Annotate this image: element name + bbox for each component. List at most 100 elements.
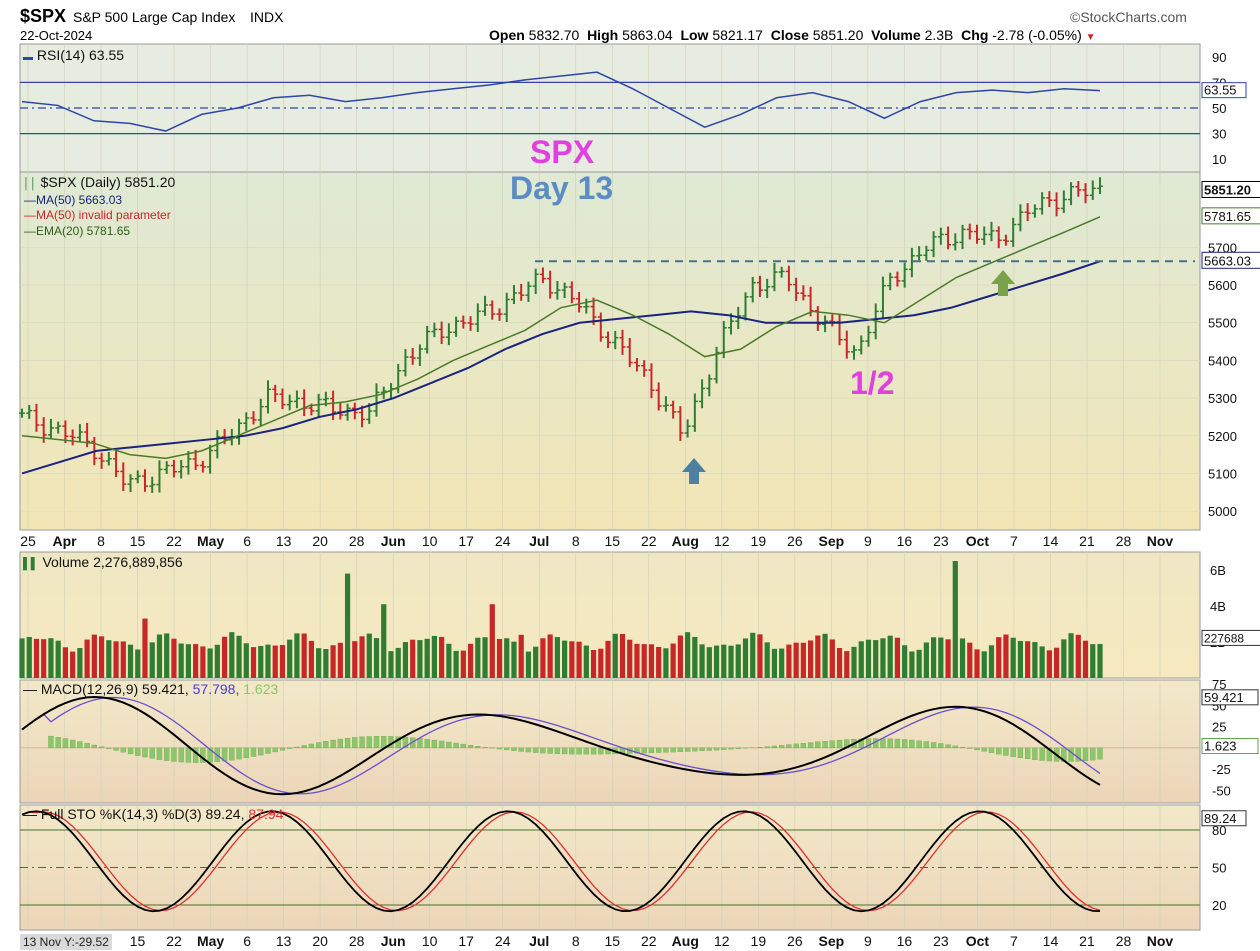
ema20-line	[21, 216, 1101, 460]
volume-bar	[1090, 644, 1096, 678]
volume-bar	[1082, 640, 1089, 678]
volume-bar	[721, 644, 727, 678]
volume-bar	[352, 641, 358, 678]
low-label: Low	[680, 27, 709, 43]
volume-bar	[641, 644, 647, 678]
volume-bar	[974, 649, 980, 678]
volume-bar	[221, 636, 228, 678]
up-arrow-icon	[991, 270, 1015, 296]
volume-bar	[525, 651, 532, 678]
volume-bar	[70, 651, 76, 678]
macd-hist-bar	[1068, 747, 1074, 762]
x-tick-label: 20	[312, 533, 328, 549]
rsi-icon: ▬	[23, 52, 33, 63]
volume-bar	[590, 650, 597, 678]
macd-hist-bar	[648, 747, 655, 754]
macd-hist-value: 1.623	[243, 681, 279, 697]
sto-value-box	[1201, 810, 1247, 827]
macd-hist-bar	[120, 747, 126, 753]
volume-bar	[1053, 647, 1060, 678]
volume-bar	[808, 640, 814, 678]
volume-bar	[887, 635, 893, 678]
macd-hist-bar	[1025, 747, 1031, 760]
macd-hist-bar	[438, 740, 445, 749]
macd-hist-bar	[294, 746, 300, 749]
x-tick-label: Jun	[381, 933, 406, 949]
macd-hist-bar	[250, 747, 257, 757]
y-tick-label: 5300	[1208, 391, 1237, 406]
volume-bar	[938, 637, 944, 678]
sto-k-line	[21, 810, 1101, 913]
macd-hist-bar	[475, 746, 481, 749]
macd-hist-bar	[1097, 747, 1103, 760]
macd-hist-bar	[793, 743, 799, 749]
x-tick-label: 19	[751, 533, 767, 549]
macd-hist-bar	[583, 747, 589, 755]
macd-hist-bar	[800, 743, 807, 749]
volume-bar	[41, 639, 47, 678]
line-icon: —	[24, 224, 36, 238]
volume-bar	[706, 647, 712, 678]
x-tick-label: 24	[495, 933, 511, 949]
volume-bar	[1017, 640, 1024, 678]
x-tick-label: 17	[458, 533, 474, 549]
volume-bar	[1010, 637, 1016, 678]
price-label-box	[1201, 207, 1260, 225]
macd-hist-bar	[308, 743, 315, 749]
macd-hist-bar	[518, 747, 524, 752]
volume-bar	[583, 645, 589, 678]
x-tick-label: Nov	[1147, 533, 1174, 549]
macd-hist-bar	[728, 747, 734, 750]
x-tick-label: 23	[933, 933, 949, 949]
macd-hist-bar	[272, 747, 278, 753]
open-value: 5832.70	[528, 27, 580, 43]
macd-hist-bar	[366, 736, 372, 749]
legend-ema20-text: EMA(20) 5781.65	[36, 224, 131, 238]
volume-bar	[1061, 639, 1067, 678]
price-label: 5781.65	[1204, 209, 1251, 224]
x-tick-label: 22	[166, 933, 182, 949]
volume-bar	[207, 648, 213, 678]
x-tick-label: Jul	[529, 933, 549, 949]
x-tick-label: 28	[1116, 533, 1132, 549]
macd-hist-bar	[185, 747, 192, 763]
volume-bar	[410, 639, 416, 678]
volume-bar	[504, 638, 510, 678]
volume-bar	[1068, 633, 1074, 678]
macd-hist-bar	[301, 745, 307, 749]
macd-value-box	[1201, 689, 1259, 706]
macd-hist-bar	[764, 746, 770, 749]
volume-bar	[431, 635, 437, 678]
exchange: INDX	[250, 9, 284, 25]
volume-title-text: Volume 2,276,889,856	[42, 554, 183, 570]
volume-bar	[677, 635, 683, 678]
x-tick-label: 10	[422, 933, 438, 949]
macd-hist-bar	[677, 747, 684, 752]
macd-tick-label: -25	[1212, 762, 1231, 777]
volume-bar	[439, 636, 445, 678]
volume-bar	[460, 650, 466, 678]
volume-bar	[967, 642, 973, 678]
x-tick-label: 15	[604, 933, 620, 949]
macd-panel	[19, 679, 1201, 804]
volume-bar	[496, 638, 503, 678]
macd-hist-bar	[909, 739, 915, 749]
volume-bar	[533, 646, 539, 678]
volume-bar	[135, 649, 141, 678]
price-label: 5663.03	[1204, 253, 1251, 268]
macd-hist-bar	[547, 747, 553, 754]
volume-bar	[193, 644, 199, 678]
macd-hist-bar	[106, 747, 112, 749]
macd-hist-bar	[135, 747, 141, 756]
volume-bar	[930, 637, 937, 678]
y-tick-label: 5000	[1208, 504, 1237, 519]
x-tick-label: 16	[897, 933, 913, 949]
price-label-box	[1201, 180, 1260, 198]
volume-bar	[366, 633, 372, 678]
macd-hist-bar	[149, 747, 155, 759]
volume-bar	[627, 639, 633, 678]
index-name: S&P 500 Large Cap Index	[73, 9, 236, 25]
macd-hist-bar	[576, 747, 582, 755]
macd-hist-bar	[229, 747, 235, 761]
x-tick-label: 28	[349, 933, 365, 949]
